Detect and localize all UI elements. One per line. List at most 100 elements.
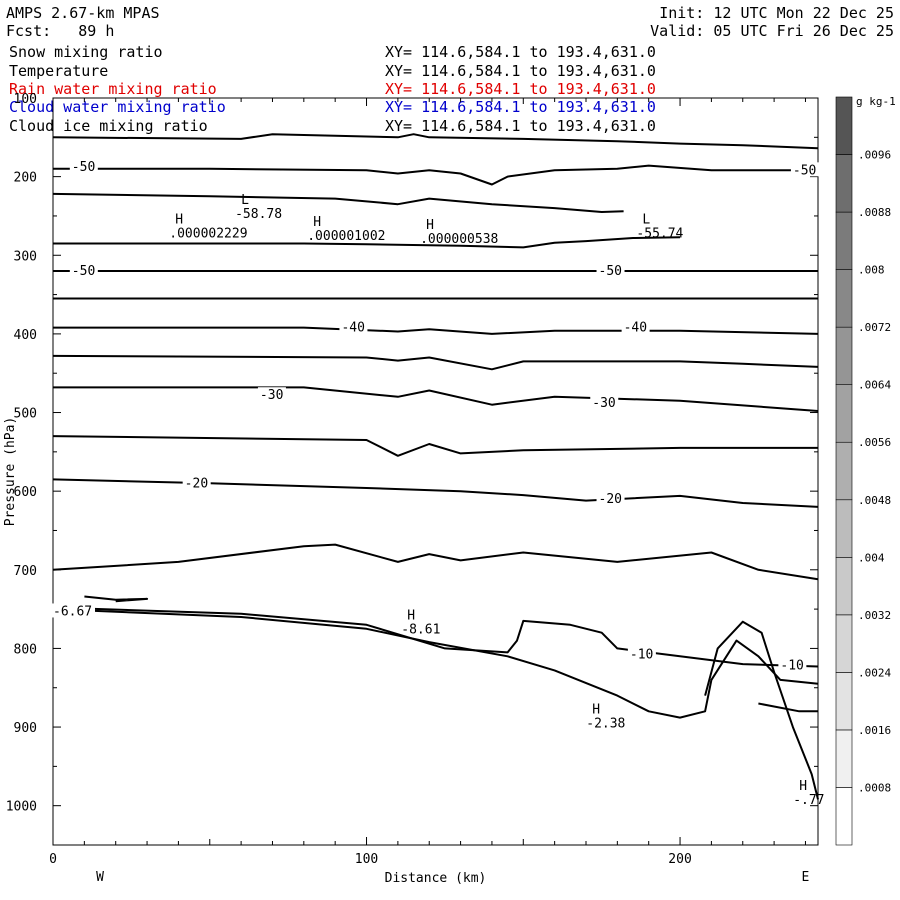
x-tick-label: 200: [668, 852, 691, 867]
field-xy-cloud-water: XY= 114.6,584.1 to 193.4,631.0: [385, 98, 656, 116]
contour-label: -40: [341, 321, 364, 336]
isotherm-line-3: [53, 236, 681, 249]
colorbar-unit: g kg-1: [856, 95, 896, 108]
y-tick-label: 100: [14, 92, 37, 107]
hl-value: -.77: [793, 793, 824, 808]
contour-label: -10: [630, 648, 653, 663]
contour-label-bg: [182, 475, 211, 490]
hl-mark: H: [426, 218, 434, 233]
y-tick-label: 300: [14, 249, 37, 264]
hl-value: .000001002: [307, 229, 385, 244]
colorbar-label: .0016: [858, 724, 891, 737]
hl-value: -55.74: [636, 227, 683, 242]
y-tick-label: 700: [14, 564, 37, 579]
isotherm-line-8: [53, 386, 819, 412]
contour-label: -10: [780, 659, 803, 674]
field-name-cloud-ice: Cloud ice mixing ratio: [9, 117, 208, 135]
colorbar-label: .0088: [858, 206, 891, 219]
colorbar-label: .0096: [858, 149, 891, 162]
contour-label-bg: [69, 159, 98, 174]
forecast-hours: 89 h: [78, 22, 115, 40]
hl-mark: H: [313, 215, 321, 230]
colorbar-label: .0056: [858, 436, 891, 449]
contour-label-bg: [51, 603, 95, 618]
hl-value: -2.38: [586, 717, 625, 732]
y-tick-label: 200: [14, 171, 37, 186]
colorbar-swatch: [835, 729, 853, 788]
colorbar-label: .0072: [858, 321, 891, 334]
colorbar-swatch: [835, 441, 853, 501]
x-axis-label: Distance (km): [385, 871, 487, 886]
y-axis-label: Pressure (hPa): [3, 417, 18, 527]
hl-mark: L: [241, 193, 249, 208]
x-tick-label: 100: [355, 852, 378, 867]
hl-mark: H: [799, 779, 807, 794]
isotherm-line-7: [52, 354, 819, 371]
contour-label-bg: [339, 319, 368, 334]
valid-time: Valid: 05 UTC Fri 26 Dec 25: [650, 22, 894, 40]
colorbar: .0008 .0016 .0024 .0032 .004 .0048 .0056 .0064.…: [835, 95, 896, 846]
hl-value: -58.78: [235, 207, 282, 222]
isotherm-line-6: [53, 326, 819, 335]
hl-value: .000000538: [420, 232, 498, 247]
isotherm-line-13: [52, 606, 819, 668]
colorbar-swatch: [835, 672, 853, 731]
isotherm-line-1: [53, 164, 818, 186]
contour-label-bg: [596, 262, 625, 277]
hl-mark: L: [642, 213, 650, 228]
colorbar-swatch: [835, 326, 853, 385]
contour-labels: -50 -50 -50 -50 -40 -40 -30 -30 -20 -20 -10 -10 -6.6…: [51, 159, 825, 808]
isotherm-line-2: [52, 192, 624, 213]
field-name-rain: Rain water mixing ratio: [9, 80, 217, 98]
colorbar-label: .0008: [858, 781, 891, 794]
colorbar-swatch: [835, 96, 853, 155]
forecast-label-text: Fcst:: [6, 22, 52, 40]
contour-label: -20: [185, 476, 208, 491]
x-end-label-west: W: [96, 870, 104, 885]
contour-label-bg: [627, 646, 656, 661]
model-title: AMPS 2.67-km MPAS: [6, 4, 160, 22]
colorbar-swatch: [835, 614, 853, 673]
y-tick-label: 600: [14, 485, 37, 500]
colorbar-swatch: [835, 557, 853, 616]
colorbar-label: .0064: [858, 379, 891, 392]
field-name-cloud-water: Cloud water mixing ratio: [9, 98, 226, 116]
y-tick-label: 1000: [6, 800, 37, 815]
colorbar-label: .0032: [858, 609, 891, 622]
contour-label: -50: [599, 264, 622, 279]
colorbar-swatch: [835, 499, 853, 558]
colorbar-swatch: [835, 269, 853, 328]
contour-label: -40: [624, 321, 647, 336]
contour-label: -30: [260, 388, 283, 403]
isotherm-line-12: [52, 608, 819, 719]
init-time: Init: 12 UTC Mon 22 Dec 25: [659, 4, 894, 22]
y-tick-label: 500: [14, 407, 37, 422]
contour-label: -50: [72, 264, 95, 279]
y-tick-label: 400: [14, 328, 37, 343]
contour-label: -50: [793, 163, 816, 178]
hl-value: -8.61: [401, 622, 440, 637]
field-name-temperature: Temperature: [9, 62, 109, 80]
hl-mark: H: [592, 703, 600, 718]
contour-label: -6.67: [53, 604, 92, 619]
hl-value: .000002229: [169, 227, 247, 242]
field-xy-temperature: XY= 114.6,584.1 to 193.4,631.0: [385, 62, 656, 80]
isotherm-lines: [52, 133, 819, 800]
field-xy-cloud-ice: XY= 114.6,584.1 to 193.4,631.0: [385, 117, 656, 135]
forecast-label: Fcst: 89 h: [6, 22, 114, 40]
isotherm-line-0: [52, 133, 819, 150]
isotherm-line-16: [84, 595, 149, 603]
contour-label-bg: [596, 491, 625, 506]
colorbar-label: .0048: [858, 494, 891, 507]
isotherm-line-14: [704, 620, 819, 800]
x-tick-label: 0: [49, 852, 57, 867]
isotherm-line-9: [52, 435, 818, 457]
contour-label: -30: [592, 396, 615, 411]
isotherm-line-15: [758, 702, 818, 713]
colorbar-swatch: [835, 154, 853, 213]
contour-label-bg: [69, 262, 98, 277]
colorbar-label: .008: [858, 264, 885, 277]
contour-label-bg: [590, 395, 619, 410]
contour-label-bg: [778, 657, 807, 672]
